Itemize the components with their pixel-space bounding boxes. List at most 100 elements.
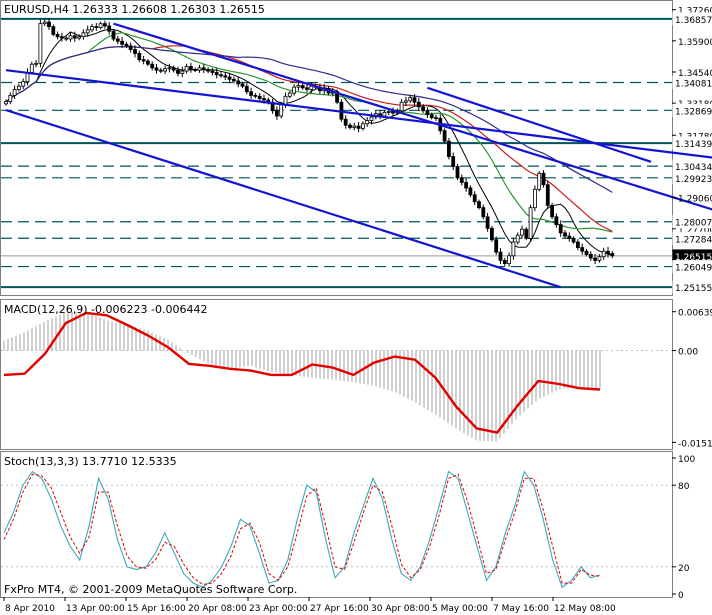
candle-bear-body — [55, 34, 60, 38]
price-tick-label: 1.35900 — [678, 38, 712, 48]
candle-bull-body — [197, 67, 202, 71]
candle-bull-body — [77, 36, 81, 39]
time-axis: 8 Apr 2010 13 Apr 00:00 15 Apr 16:00 20 Apr… — [3, 597, 616, 614]
level-tag-box — [672, 171, 712, 185]
candle-bear-body — [94, 26, 99, 29]
candle-bear-body — [606, 250, 610, 254]
level-tag-label: 1.30434 — [675, 163, 712, 173]
candle-bear-body — [154, 67, 159, 71]
candle-bear-body — [120, 40, 124, 45]
candle-bear-body — [137, 53, 142, 61]
candle-bear-body — [576, 241, 580, 248]
price-tick-label: 1.37260 — [678, 7, 712, 17]
macd-tick-label: 0.00 — [678, 348, 698, 358]
candle-bear-body — [588, 254, 593, 259]
stoch-pane[interactable]: 100 80 20 0 Stoch(13,3,3) 13.7710 12.5335 F… — [0, 451, 696, 602]
candle-bear-body — [253, 94, 258, 97]
stoch-main-line — [3, 470, 601, 589]
candle-bear-body — [257, 95, 262, 99]
level-tag-box — [672, 136, 712, 150]
candle-bear-body — [124, 43, 129, 47]
stoch-pane-border — [0, 451, 673, 598]
candle-bull-body — [8, 94, 13, 102]
candle-bear-body — [550, 204, 554, 218]
candle-bear-body — [472, 194, 477, 203]
candle-bear-body — [262, 98, 266, 101]
candle-bear-body — [240, 83, 245, 87]
candle-bear-body — [477, 201, 481, 209]
candle-bear-body — [210, 70, 215, 73]
candle-bear-body — [541, 172, 546, 186]
candle-bear-body — [416, 101, 421, 108]
level-tag-label: 1.27284 — [675, 235, 712, 245]
level-tag-box — [672, 215, 712, 229]
price-tick-label: 1.27700 — [678, 226, 712, 236]
level-tag-label: 1.28007 — [675, 219, 712, 229]
level-tag-label: 1.31439 — [675, 140, 712, 150]
candle-bull-body — [34, 62, 38, 65]
candle-bear-body — [60, 36, 64, 39]
level-tag-label: 1.29923 — [675, 175, 712, 185]
stoch-tick-label: 20 — [678, 564, 690, 574]
candle-bear-body — [554, 216, 559, 226]
candle-bear-body — [201, 67, 206, 70]
time-tick-label: 8 Apr 2010 — [5, 604, 55, 614]
candle-bear-body — [356, 125, 361, 129]
main-pane[interactable]: 1.372601.359001.345401.331801.317801.304… — [0, 0, 712, 296]
candle-bull-body — [365, 120, 370, 125]
candle-bull-body — [533, 188, 537, 209]
candle-bear-body — [150, 63, 155, 69]
candle-bull-body — [4, 101, 8, 105]
candle-bear-body — [47, 21, 51, 28]
candle-bull-body — [16, 85, 21, 90]
level-tag-box — [672, 12, 712, 26]
price-tick-label: 1.34540 — [678, 69, 712, 79]
stoch-tick-label: 0 — [678, 591, 684, 601]
trendlines[interactable] — [5, 22, 712, 289]
level-tag-box — [672, 260, 712, 274]
candle-bear-body — [434, 117, 438, 120]
candle-bear-body — [305, 87, 309, 90]
candle-bull-body — [85, 29, 90, 34]
candle-bear-body — [236, 80, 241, 85]
candle-bull-body — [21, 81, 26, 87]
macd-tick-label: 0.00639 — [678, 309, 712, 319]
candle-bull-body — [597, 256, 602, 261]
candle-bear-body — [464, 182, 469, 189]
candle-bull-body — [29, 63, 34, 73]
candle-bull-body — [279, 104, 284, 117]
candle-bear-body — [171, 67, 176, 71]
candle-bull-body — [42, 21, 47, 25]
candle-bear-body — [451, 156, 456, 167]
level-price-tags: 1.36857 1.34081 1.32869 1.31439 1.30434 1.299… — [672, 12, 712, 294]
candle-bear-body — [481, 207, 486, 218]
candle-bear-body — [64, 37, 69, 40]
price-tick-label: 1.29060 — [678, 195, 712, 205]
candle-bear-body — [593, 257, 597, 261]
candle-bull-body — [511, 241, 516, 257]
candle-bear-body — [249, 91, 254, 96]
candle-bear-body — [111, 30, 116, 40]
candle-bear-body — [558, 224, 563, 234]
candle-bull-body — [12, 89, 17, 96]
candle-bear-body — [188, 66, 193, 70]
candle-bear-body — [219, 74, 223, 77]
candle-bull-body — [68, 35, 73, 40]
trendline — [5, 108, 562, 289]
candle-bear-body — [274, 110, 279, 117]
level-tag-label: 1.32869 — [675, 107, 712, 117]
candle-bear-body — [244, 85, 249, 93]
candle-bear-body — [468, 187, 473, 196]
candle-bull-body — [309, 85, 314, 90]
candle-bear-body — [580, 247, 585, 252]
macd-axis: 0.00639 0.00 -0.0151 — [672, 309, 712, 449]
candle-bull-body — [98, 23, 103, 28]
candle-bear-body — [485, 216, 490, 229]
level-tag-box — [672, 231, 712, 245]
candle-bull-body — [180, 70, 185, 74]
candle-bear-body — [610, 253, 615, 257]
macd-pane[interactable]: 0.00639 0.00 -0.0151 MACD(12,26,9) -0.0062… — [0, 299, 712, 450]
macd-signal-line — [3, 311, 601, 434]
